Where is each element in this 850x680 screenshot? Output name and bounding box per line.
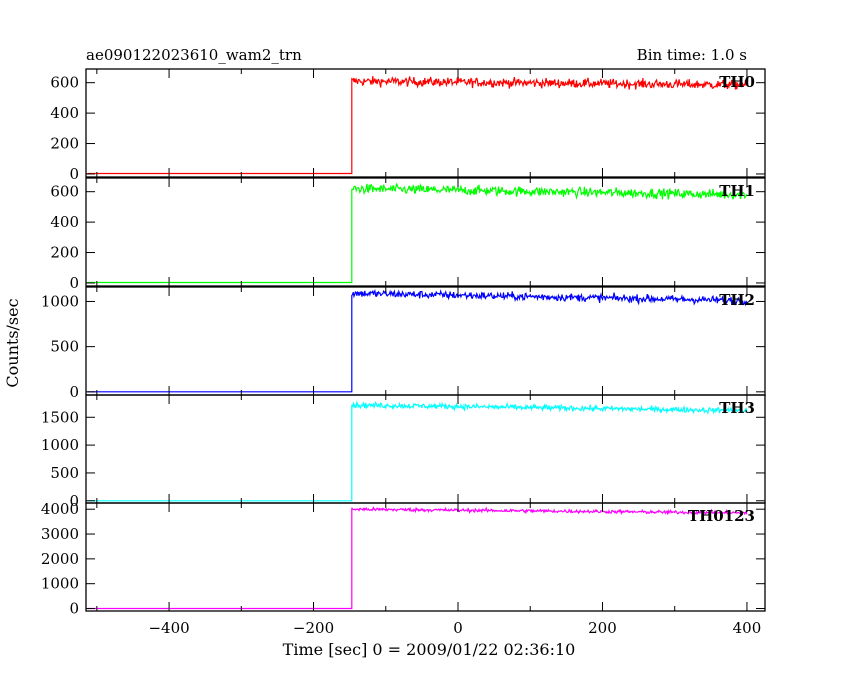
y-tick-label: 1000 bbox=[41, 436, 79, 454]
panel-frame-th3 bbox=[85, 394, 766, 504]
x-tick-label: 400 bbox=[733, 619, 762, 637]
panel-frame-th1 bbox=[85, 177, 766, 287]
y-tick-label: 3000 bbox=[41, 525, 79, 543]
lightcurve-th2 bbox=[87, 289, 748, 393]
lightcurve-th0 bbox=[87, 76, 748, 175]
y-tick-label: 500 bbox=[50, 338, 79, 356]
panel-group: 0 200 400 600 TH0 0 200 400 600 TH1 0 500 1000 TH2 0 50… bbox=[41, 68, 766, 637]
y-tick-label: 400 bbox=[50, 213, 79, 231]
panel-frame-th2 bbox=[85, 286, 766, 396]
y-tick-label: 400 bbox=[50, 104, 79, 122]
y-tick-label: 0 bbox=[69, 165, 79, 183]
series-label-th0123: TH0123 bbox=[688, 507, 755, 525]
y-axis-label: Counts/sec bbox=[3, 298, 22, 387]
y-tick-label: 1000 bbox=[41, 292, 79, 310]
lightcurve-th0123 bbox=[87, 506, 748, 610]
x-axis-label: Time [sec] 0 = 2009/01/22 02:36:10 bbox=[283, 640, 576, 659]
series-label-th3: TH3 bbox=[719, 399, 755, 417]
x-tick-label: 0 bbox=[453, 619, 463, 637]
y-tick-label: 0 bbox=[69, 492, 79, 510]
y-tick-label: 500 bbox=[50, 464, 79, 482]
lightcurve-th3 bbox=[87, 400, 748, 502]
y-tick-label: 600 bbox=[50, 74, 79, 92]
y-tick-label: 0 bbox=[69, 274, 79, 292]
y-tick-label: 600 bbox=[50, 183, 79, 201]
x-tick-label: −400 bbox=[148, 619, 189, 637]
y-tick-label: 2000 bbox=[41, 550, 79, 568]
y-tick-label: 200 bbox=[50, 135, 79, 153]
y-tick-label: 200 bbox=[50, 244, 79, 262]
panel-frame-th0 bbox=[85, 68, 766, 178]
x-tick-label: −200 bbox=[293, 619, 334, 637]
bin-time-label: Bin time: 1.0 s bbox=[637, 46, 747, 64]
series-label-th1: TH1 bbox=[719, 182, 755, 200]
y-tick-label: 0 bbox=[69, 600, 79, 618]
x-tick-label: 200 bbox=[588, 619, 617, 637]
y-tick-label: 0 bbox=[69, 383, 79, 401]
y-tick-label: 1000 bbox=[41, 575, 79, 593]
lightcurve-th1 bbox=[87, 182, 748, 284]
y-tick-label: 1500 bbox=[41, 408, 79, 426]
panel-frame-th0123 bbox=[85, 502, 766, 612]
y-tick-label: 4000 bbox=[41, 500, 79, 518]
series-label-th0: TH0 bbox=[719, 73, 755, 91]
series-label-th2: TH2 bbox=[719, 291, 755, 309]
chart-title: ae090122023610_wam2_trn bbox=[86, 46, 302, 64]
